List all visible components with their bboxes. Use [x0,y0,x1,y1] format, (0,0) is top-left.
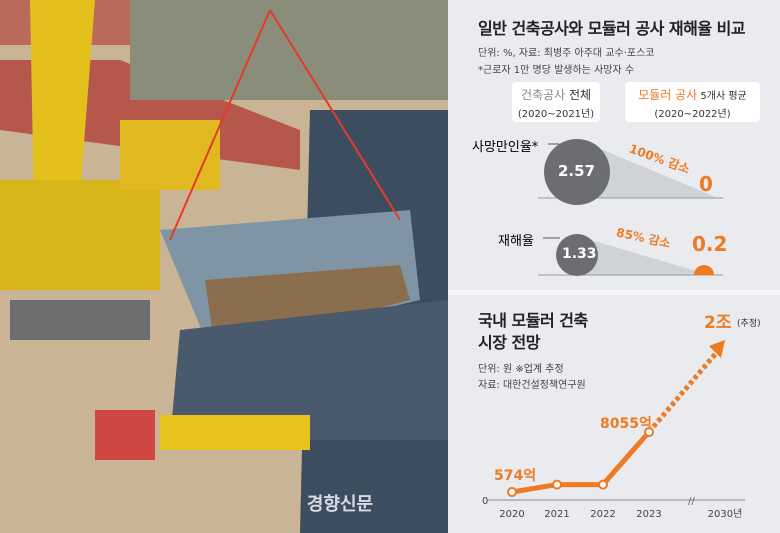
data-point [507,487,517,497]
projection-arrowhead [709,340,725,358]
col-general-sub: 전체 [565,88,592,102]
market-chart: 0 // 2020 2021 2022 2023 2030년 574억 8055억 2조 (추정) [482,313,761,520]
x-tick-label: 2023 [636,509,661,520]
accident-source: 단위: %, 자료: 최병주 아주대 교수·포스코 [478,48,655,59]
col-modular-header: 모듈러 공사 5개사 평균 (2020~2022년) [625,82,760,122]
circle-injury-general [556,234,598,276]
col-general-label: 건축공사 [520,88,566,102]
value-fatality-modular: 0 [699,172,713,196]
market-title-line2: 시장 전망 [478,333,540,352]
x-tick-label: 2022 [590,509,615,520]
data-point [598,479,608,490]
data-point [644,427,654,437]
wedge-injury [577,236,710,275]
x-tick-label: 2030년 [708,508,743,520]
accident-graphic [538,139,723,276]
market-title-line1: 국내 모듈러 건축 [478,311,588,330]
data-label-2030: 2조 [704,313,732,333]
axis-break: // [688,496,695,507]
x-tick-label: 2021 [544,509,569,520]
construction-photo: 경향신문 [0,0,448,533]
estimate-note: (추정) [737,318,761,329]
circle-injury-modular [694,265,714,275]
market-unit: 단위: 원 ※업계 추정 [478,364,564,375]
accident-note: *근로자 1만 명당 발생하는 사망자 수 [478,65,635,76]
col-modular-period: (2020~2022년) [654,109,731,120]
y-zero-label: 0 [482,496,488,507]
infographic-panel: 일반 건축공사와 모듈러 공사 재해율 비교 단위: %, 자료: 최병주 아주… [448,0,780,533]
section-divider [448,290,780,295]
wedge-fatality [577,139,718,198]
col-general-header: 건축공사 전체 (2020~2021년) [512,82,600,122]
data-label-2023: 8055억 [600,416,652,432]
watermark-logo: 경향신문 [307,494,373,515]
data-label-2020: 574억 [494,468,536,484]
col-modular-label: 모듈러 공사 [638,88,698,102]
row-label-fatality: 사망만인율* [472,140,539,155]
value-fatality-general: 2.57 [558,162,596,180]
x-tick-label: 2020 [499,509,524,520]
market-source: 자료: 대한건설정책연구원 [478,380,586,391]
row-label-injury: 재해율 [498,234,534,249]
data-point [552,479,562,490]
value-injury-modular: 0.2 [692,232,728,256]
circle-fatality-general [544,139,610,205]
accident-title: 일반 건축공사와 모듈러 공사 재해율 비교 [478,19,746,38]
projection-line [647,350,719,434]
value-injury-general: 1.33 [562,246,597,262]
col-general-period: (2020~2021년) [517,109,595,120]
col-modular-sub: 5개사 평균 [697,91,747,102]
series-line [511,430,651,495]
